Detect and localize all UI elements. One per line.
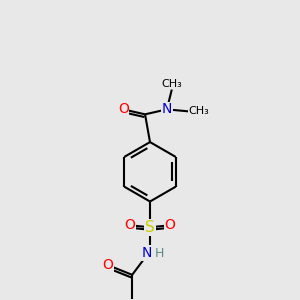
- Text: N: N: [162, 102, 172, 116]
- Text: CH₃: CH₃: [161, 79, 182, 88]
- Text: N: N: [142, 246, 152, 260]
- Text: O: O: [102, 258, 113, 272]
- Text: O: O: [125, 218, 136, 232]
- Text: CH₃: CH₃: [188, 106, 209, 116]
- Text: O: O: [164, 218, 175, 232]
- Text: O: O: [118, 102, 129, 116]
- Text: S: S: [145, 220, 155, 235]
- Text: H: H: [155, 247, 165, 260]
